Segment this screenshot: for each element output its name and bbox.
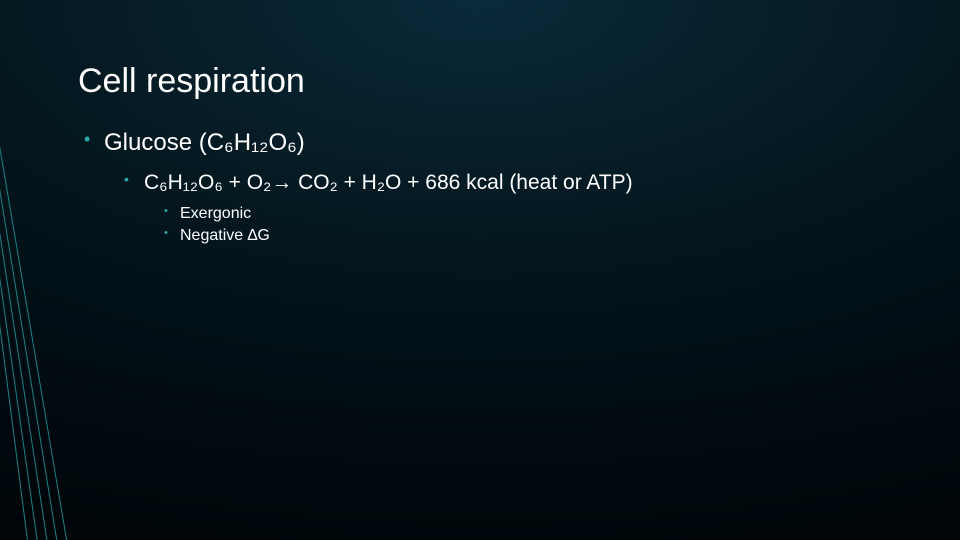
slide-content: Cell respiration Glucose (C₆H₁₂O₆) C₆H₁₂… <box>78 62 920 259</box>
bullet-text: Glucose (C₆H₁₂O₆) <box>104 129 305 156</box>
bullet-list-lvl2: C₆H₁₂O₆ + O₂→ CO₂ + H₂O + 686 kcal (heat… <box>104 171 920 245</box>
slide-title: Cell respiration <box>78 62 920 101</box>
list-item: C₆H₁₂O₆ + O₂→ CO₂ + H₂O + 686 kcal (heat… <box>118 171 920 245</box>
bullet-list-lvl1: Glucose (C₆H₁₂O₆) C₆H₁₂O₆ + O₂→ CO₂ + H₂… <box>78 129 920 245</box>
bullet-text: Negative ∆G <box>180 227 270 244</box>
bullet-text: Exergonic <box>180 205 251 222</box>
bullet-text: C₆H₁₂O₆ + O₂→ CO₂ + H₂O + 686 kcal (heat… <box>144 171 633 194</box>
list-item: Exergonic <box>158 205 920 223</box>
bullet-list-lvl3: Exergonic Negative ∆G <box>144 205 920 245</box>
list-item: Glucose (C₆H₁₂O₆) C₆H₁₂O₆ + O₂→ CO₂ + H₂… <box>78 129 920 245</box>
list-item: Negative ∆G <box>158 227 920 245</box>
